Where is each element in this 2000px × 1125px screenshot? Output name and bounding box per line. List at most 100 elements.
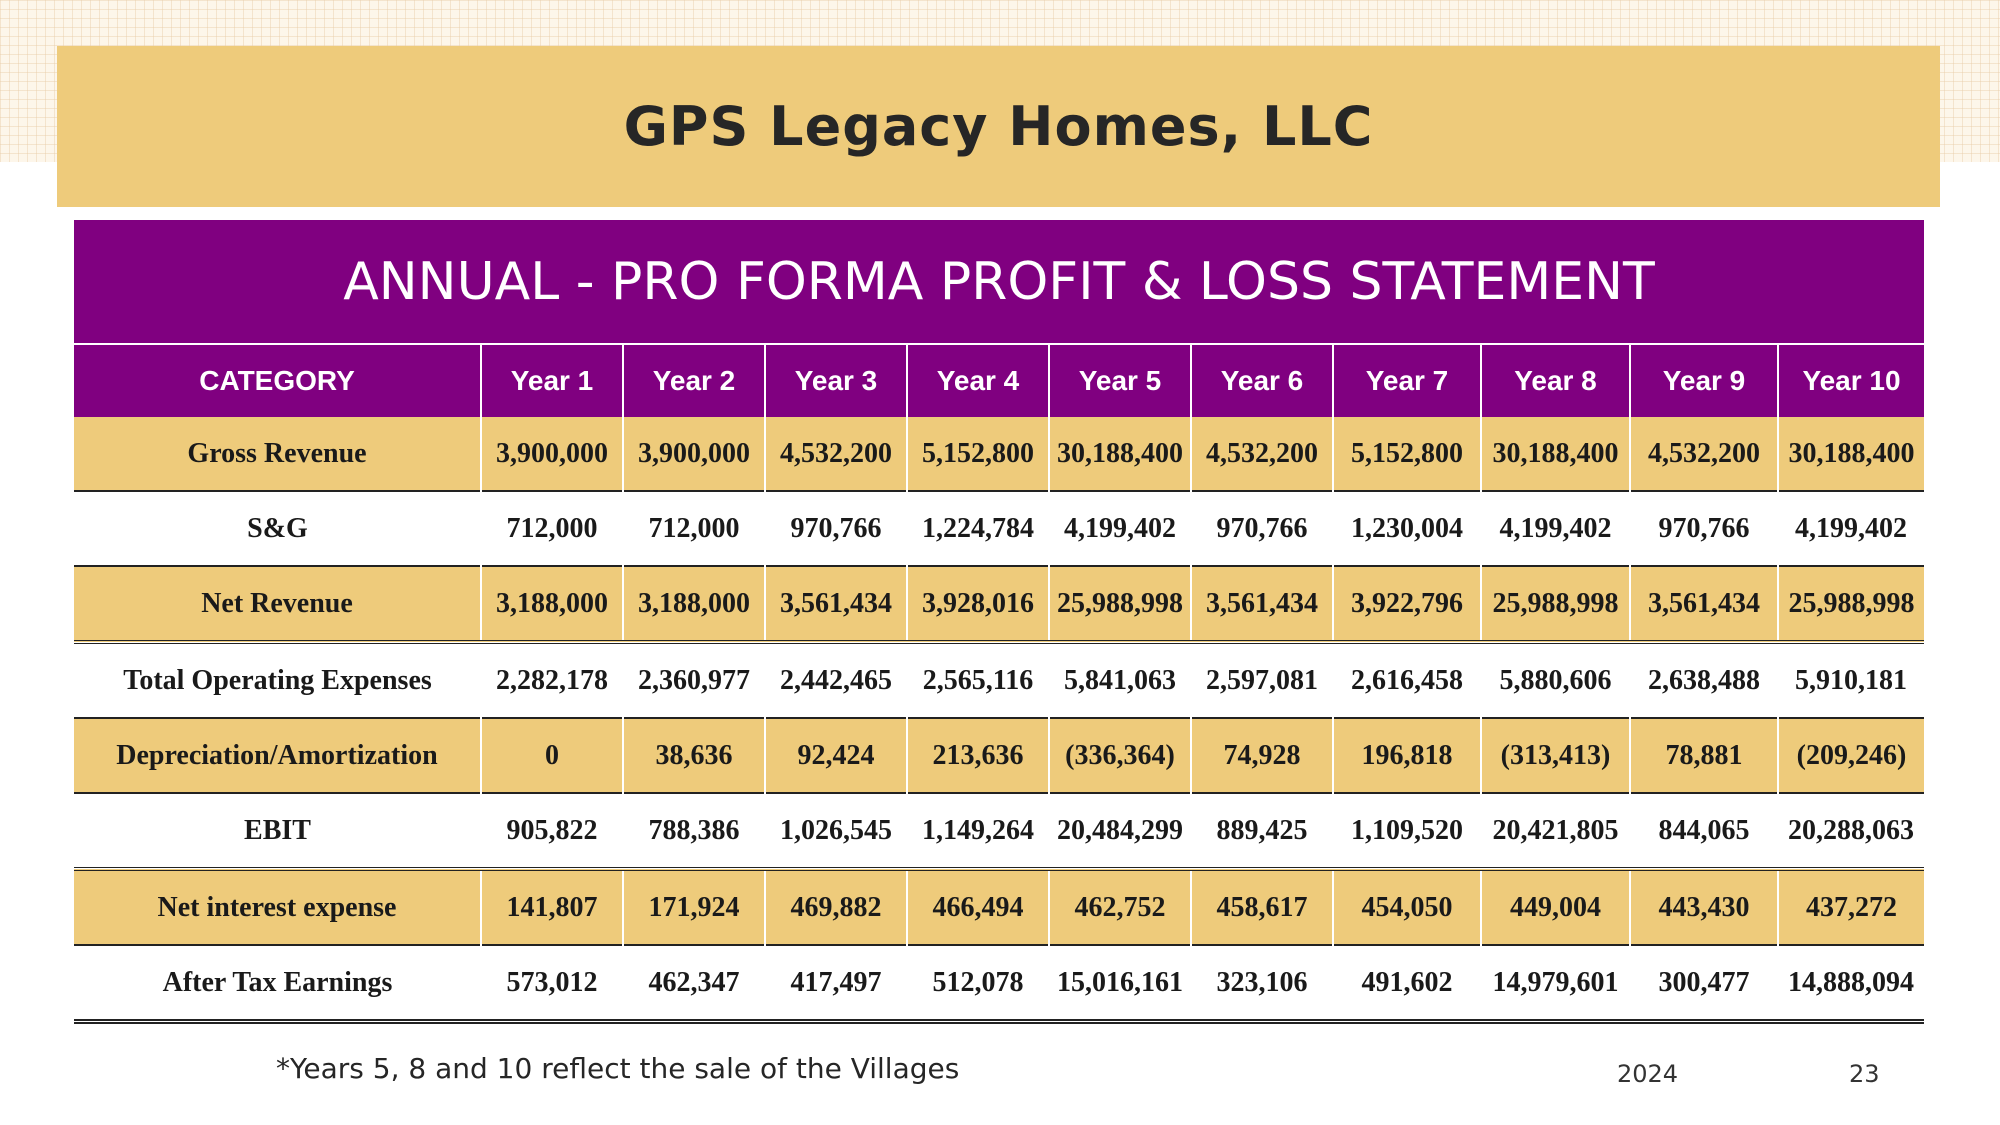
table-cell: 3,900,000	[480, 417, 623, 491]
table-cell: 712,000	[481, 491, 623, 566]
table-row: After Tax Earnings 573,012 462,347 417,4…	[74, 945, 1924, 1022]
table-cell: 491,602	[1333, 945, 1481, 1022]
table-cell: 78,881	[1629, 718, 1778, 793]
table-cell: 512,078	[907, 945, 1049, 1022]
row-category: After Tax Earnings	[74, 945, 481, 1022]
table-header-row: CATEGORY Year 1 Year 2 Year 3 Year 4 Yea…	[74, 343, 1924, 417]
table-cell: 2,360,977	[623, 642, 765, 718]
row-category: Gross Revenue	[74, 417, 481, 491]
table-cell: 3,922,796	[1332, 566, 1481, 642]
table-cell: 3,900,000	[622, 417, 765, 491]
table-cell: 462,752	[1048, 869, 1191, 945]
table-cell: 2,616,458	[1333, 642, 1481, 718]
table-cell: 844,065	[1630, 793, 1778, 869]
table-cell: 4,199,402	[1778, 491, 1924, 566]
table-cell: 2,565,116	[907, 642, 1049, 718]
table-row: EBIT 905,822 788,386 1,026,545 1,149,264…	[74, 793, 1924, 869]
table-cell: 5,152,800	[906, 417, 1049, 491]
table-cell: 1,224,784	[907, 491, 1049, 566]
footer-year: 2024	[1617, 1060, 1679, 1088]
table-row: Total Operating Expenses 2,282,178 2,360…	[74, 642, 1924, 718]
table-cell: 443,430	[1629, 869, 1778, 945]
table-cell: 74,928	[1190, 718, 1333, 793]
table-cell: 970,766	[765, 491, 907, 566]
table-cell: 14,888,094	[1778, 945, 1924, 1022]
title-banner: GPS Legacy Homes, LLC	[57, 46, 1940, 207]
table-cell: 417,497	[765, 945, 907, 1022]
footnote: *Years 5, 8 and 10 reflect the sale of t…	[276, 1052, 960, 1085]
table-cell: 141,807	[480, 869, 623, 945]
table-cell: 4,199,402	[1049, 491, 1191, 566]
column-header: Year 9	[1629, 343, 1778, 417]
table-cell: 171,924	[622, 869, 765, 945]
table-cell: 3,561,434	[1629, 566, 1778, 642]
table-cell: 5,910,181	[1778, 642, 1924, 718]
table-cell: 437,272	[1777, 869, 1924, 945]
table-cell: 3,188,000	[622, 566, 765, 642]
table-cell: 92,424	[764, 718, 907, 793]
column-header: Year 7	[1332, 343, 1481, 417]
row-category: Depreciation/Amortization	[74, 718, 481, 793]
table-cell: 3,561,434	[764, 566, 907, 642]
table-row: Depreciation/Amortization 0 38,636 92,42…	[74, 718, 1924, 793]
table-cell: 4,532,200	[1629, 417, 1778, 491]
table-cell: 3,188,000	[480, 566, 623, 642]
table-cell: 15,016,161	[1049, 945, 1191, 1022]
table-cell: 30,188,400	[1048, 417, 1191, 491]
table-cell: 300,477	[1630, 945, 1778, 1022]
table-cell: (209,246)	[1777, 718, 1924, 793]
table-cell: 788,386	[623, 793, 765, 869]
table-row: Net Revenue 3,188,000 3,188,000 3,561,43…	[74, 566, 1924, 642]
table-cell: 458,617	[1190, 869, 1333, 945]
table-row: Net interest expense 141,807 171,924 469…	[74, 869, 1924, 945]
table-row: S&G 712,000 712,000 970,766 1,224,784 4,…	[74, 491, 1924, 566]
table-cell: 1,109,520	[1333, 793, 1481, 869]
pnl-table: CATEGORY Year 1 Year 2 Year 3 Year 4 Yea…	[74, 343, 1924, 1024]
table-cell: 196,818	[1332, 718, 1481, 793]
table-cell: 25,988,998	[1048, 566, 1191, 642]
column-header: Year 5	[1048, 343, 1191, 417]
table-cell: 454,050	[1332, 869, 1481, 945]
slide-number: 23	[1849, 1060, 1880, 1088]
table-cell: 466,494	[906, 869, 1049, 945]
column-header: Year 2	[622, 343, 765, 417]
table-cell: 25,988,998	[1777, 566, 1924, 642]
row-category: EBIT	[74, 793, 481, 869]
slide-title: GPS Legacy Homes, LLC	[623, 95, 1374, 158]
table-cell: 38,636	[622, 718, 765, 793]
table-cell: 2,282,178	[481, 642, 623, 718]
table-cell: 970,766	[1191, 491, 1333, 566]
table-cell: 25,988,998	[1480, 566, 1630, 642]
table-cell: 4,532,200	[764, 417, 907, 491]
table-cell: 5,152,800	[1332, 417, 1481, 491]
table-cell: 20,484,299	[1049, 793, 1191, 869]
table-cell: (336,364)	[1048, 718, 1191, 793]
table-cell: 14,979,601	[1481, 945, 1630, 1022]
table-cell: 20,288,063	[1778, 793, 1924, 869]
column-header: Year 1	[480, 343, 623, 417]
table-cell: 889,425	[1191, 793, 1333, 869]
column-header: Year 4	[906, 343, 1049, 417]
table-cell: 1,230,004	[1333, 491, 1481, 566]
table-cell: (313,413)	[1480, 718, 1630, 793]
table-row: Gross Revenue 3,900,000 3,900,000 4,532,…	[74, 417, 1924, 491]
pnl-table-container: ANNUAL - PRO FORMA PROFIT & LOSS STATEME…	[74, 220, 1924, 1024]
table-cell: 712,000	[623, 491, 765, 566]
column-header: CATEGORY	[74, 343, 481, 417]
table-cell: 30,188,400	[1777, 417, 1924, 491]
table-cell: 905,822	[481, 793, 623, 869]
table-cell: 213,636	[906, 718, 1049, 793]
table-cell: 0	[480, 718, 623, 793]
column-header: Year 8	[1480, 343, 1630, 417]
table-cell: 573,012	[481, 945, 623, 1022]
table-cell: 2,597,081	[1191, 642, 1333, 718]
table-cell: 20,421,805	[1481, 793, 1630, 869]
table-cell: 3,561,434	[1190, 566, 1333, 642]
table-heading: ANNUAL - PRO FORMA PROFIT & LOSS STATEME…	[74, 220, 1924, 343]
row-category: Net interest expense	[74, 869, 481, 945]
table-cell: 4,199,402	[1481, 491, 1630, 566]
table-cell: 30,188,400	[1480, 417, 1630, 491]
row-category: S&G	[74, 491, 481, 566]
table-cell: 323,106	[1191, 945, 1333, 1022]
table-cell: 469,882	[764, 869, 907, 945]
